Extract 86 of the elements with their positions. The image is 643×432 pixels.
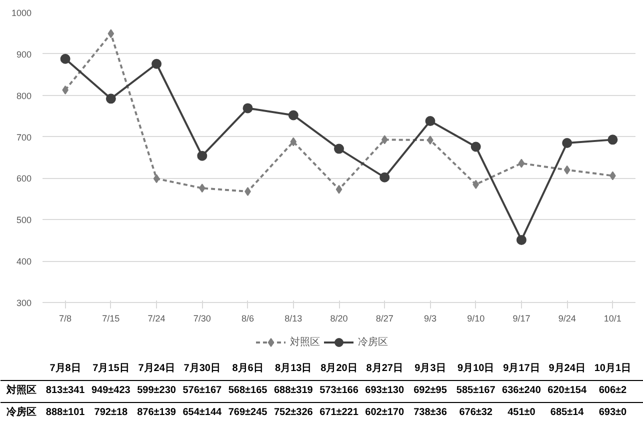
point [152,58,162,69]
data-label: 606±2 [598,385,627,396]
text: 9月17日 [503,363,540,374]
y-tick-label: 1000 [11,8,32,18]
x-tick-label: 8/20 [330,314,348,324]
point [608,134,618,145]
x-tick-label: 10/1 [604,314,622,324]
data-label: 568±165 [228,385,268,396]
point [197,150,208,161]
data-label: 792±18 [94,407,128,418]
y-tick-label: 400 [16,256,32,267]
text: 8月13日 [275,363,312,374]
point [290,137,297,146]
text: 10月1日 [594,363,632,374]
data-label: 876±139 [137,407,176,418]
y-tick-label: 900 [16,49,32,60]
data-label: 602±170 [365,407,404,418]
text: 7月24日 [138,363,175,374]
point [242,103,253,114]
x-tick-label: 8/13 [284,314,302,324]
text: 冷房区 [6,407,36,418]
point [516,234,526,245]
data-label: 693±130 [365,385,404,396]
point [334,144,344,154]
data-label: 752±326 [274,407,314,418]
data-label: 813±341 [46,385,86,396]
data-label: 738±36 [414,407,448,418]
data-label: 451±0 [508,407,536,418]
text: 8月6日 [232,363,264,374]
data-label: 769±245 [228,407,268,418]
x-tick-label: 9/10 [467,314,485,324]
legend-label: 対照区 [290,336,320,349]
x-tick-label: 7/24 [148,314,166,324]
point [381,135,388,144]
point [153,174,160,184]
point [518,158,525,168]
point [562,138,572,148]
y-tick-label: 700 [16,132,32,142]
y-tick-label: 500 [16,215,32,226]
y-tick-label: 300 [16,298,32,308]
data-label: 671±221 [320,407,359,418]
data-label: 693±0 [598,407,627,418]
data-label: 949±423 [91,385,131,396]
data-label: 620±154 [548,385,587,396]
point [336,184,342,194]
x-tick-label: 7/30 [193,314,211,324]
legend-label: 冷房区 [358,336,388,349]
x-tick-label: 9/3 [424,314,436,324]
text: 8月20日 [320,363,358,374]
text: 8月27日 [366,363,403,374]
text: 7月15日 [92,363,130,374]
text: 9月10日 [458,363,494,374]
point [60,54,70,64]
data-label: 688±319 [274,385,314,396]
x-tick-label: 7/15 [102,314,120,324]
point [380,172,390,182]
x-tick-label: 8/6 [242,314,254,324]
y-tick-label: 600 [16,174,32,184]
text: 9月3日 [414,363,446,374]
data-label: 636±240 [502,385,542,396]
y-tick-label: 800 [16,90,32,101]
text: 7月8日 [50,363,81,374]
point [470,142,481,152]
data-label: 692±95 [414,385,448,396]
data-label: 576±167 [182,385,222,396]
text: 対照区 [6,385,36,396]
data-label: 573±166 [320,385,359,396]
point [472,180,480,189]
x-tick-label: 9/24 [558,314,576,324]
data-label: 676±32 [459,407,493,418]
point [288,110,298,120]
point [106,94,116,104]
data-label: 585±167 [456,385,496,396]
point [108,29,114,38]
point [425,116,436,126]
data-label: 599±230 [137,385,176,396]
x-tick-label: 8/27 [376,314,394,324]
x-tick-label: 9/17 [512,314,530,324]
text: 9月24日 [548,363,586,374]
point [564,165,570,174]
data-label: 888±101 [46,407,86,418]
text: 7月30日 [184,363,220,374]
data-label: 654±144 [182,407,222,418]
x-tick-label: 7/8 [59,314,72,324]
point [198,184,206,193]
data-label: 685±14 [550,407,584,418]
